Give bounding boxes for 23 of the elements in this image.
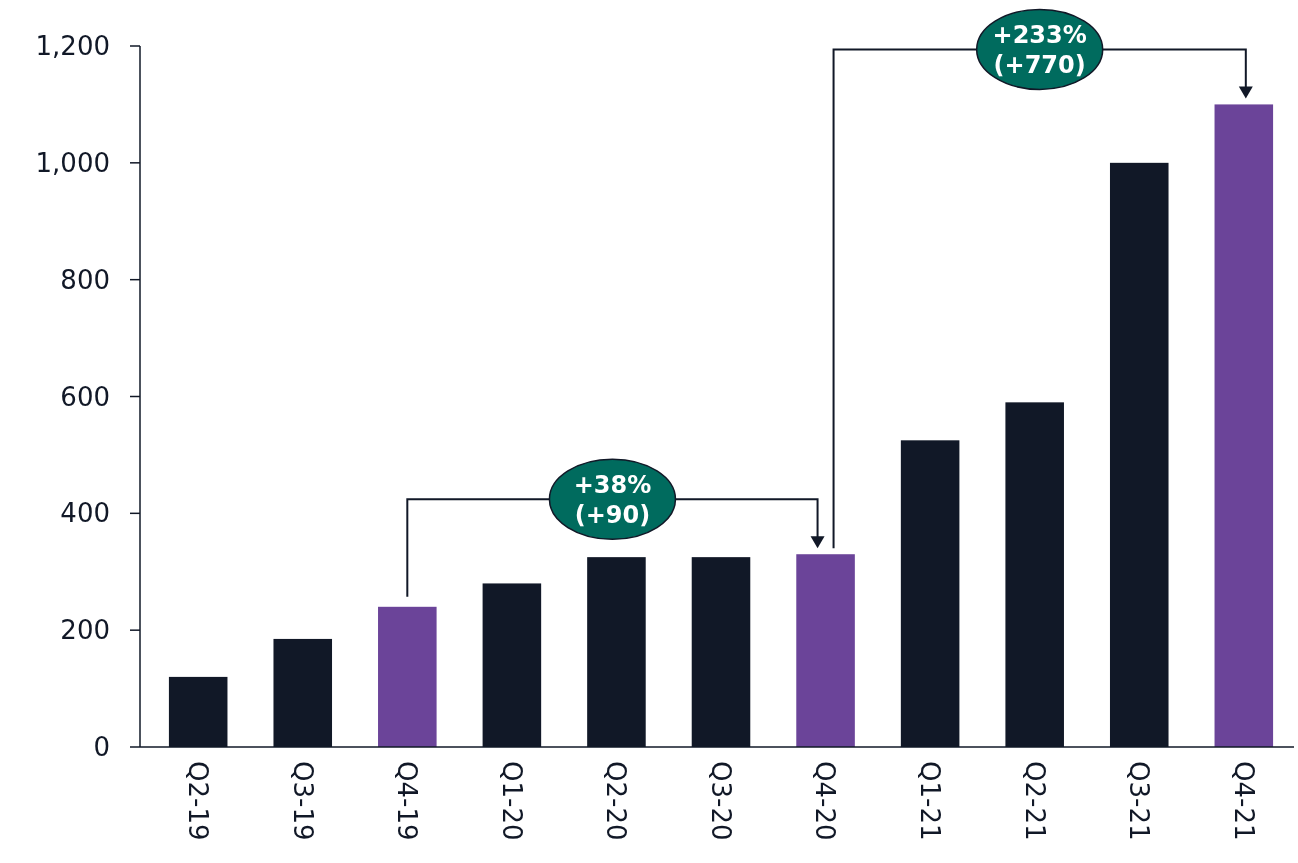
x-tick-label: Q2-21: [1019, 761, 1050, 841]
y-tick-label: 800: [60, 264, 110, 295]
x-tick-label: Q2-19: [183, 761, 214, 841]
bar: [1214, 104, 1274, 747]
x-tick-label: Q3-21: [1124, 761, 1155, 841]
y-tick-label: 1,200: [35, 31, 110, 62]
bar: [378, 606, 437, 747]
bar: [796, 554, 855, 747]
annotation: +38% (+90): [573, 471, 652, 530]
x-tick-label: Q3-19: [287, 761, 318, 841]
x-tick-label: Q1-20: [496, 761, 527, 841]
y-tick-label: 0: [93, 732, 110, 763]
x-tick-label: Q4-20: [810, 761, 841, 841]
y-tick-label: 600: [60, 381, 110, 412]
x-tick-label: Q2-20: [601, 761, 632, 841]
y-tick-label: 200: [60, 615, 110, 646]
y-tick-label: 1,000: [35, 147, 110, 178]
x-tick-label: Q4-21: [1228, 761, 1259, 841]
x-tick-label: Q3-20: [705, 761, 736, 841]
y-tick-label: 400: [60, 498, 110, 529]
x-tick-label: Q1-21: [915, 761, 946, 841]
x-tick-label: Q4-19: [392, 761, 423, 841]
annotation: +233% (+770): [992, 21, 1087, 80]
